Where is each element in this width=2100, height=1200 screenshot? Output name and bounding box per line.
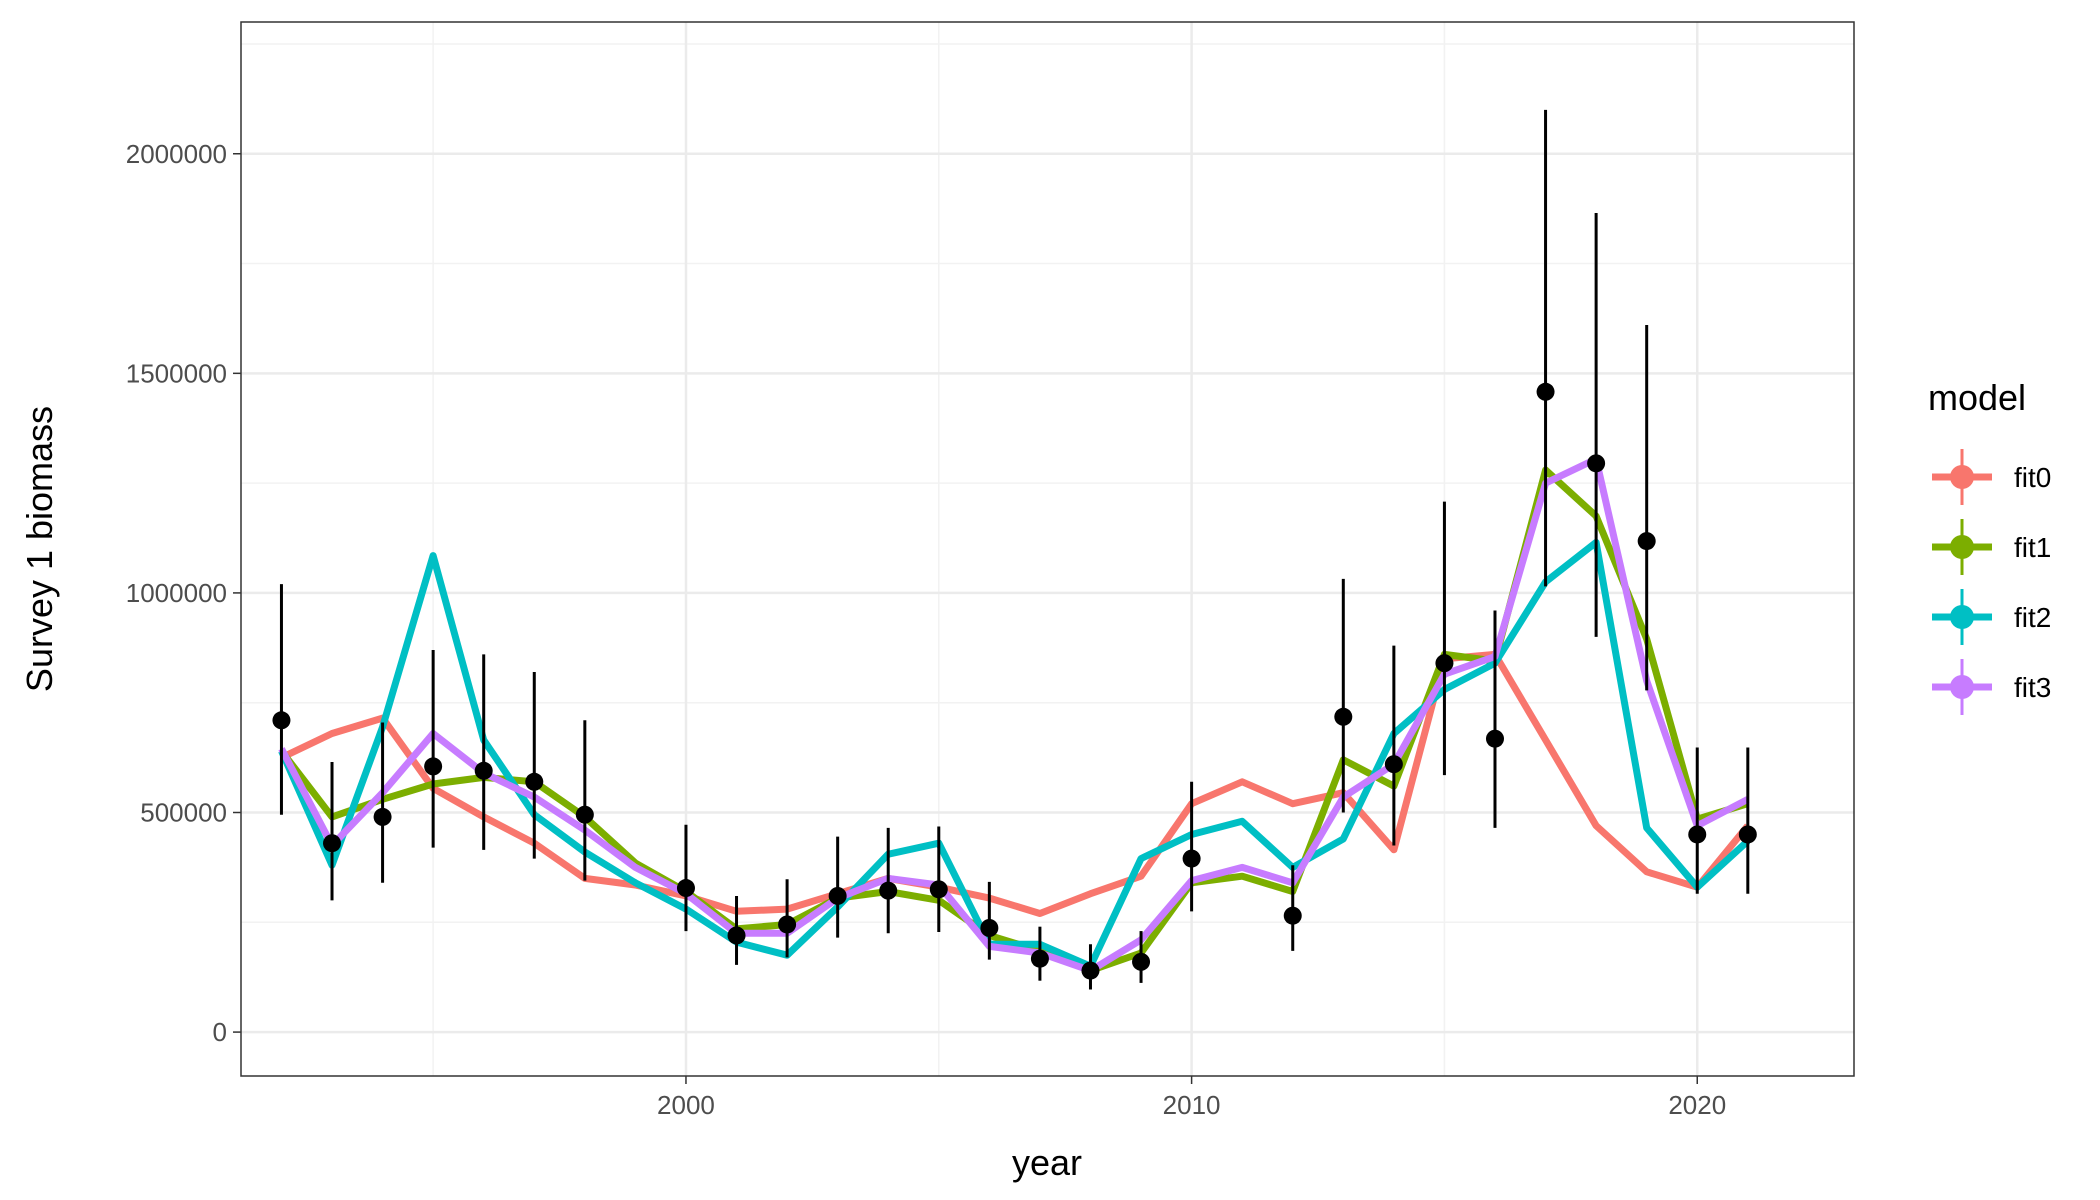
legend-label: fit1 <box>2014 532 2051 563</box>
legend-item-fit1: fit1 <box>1932 519 2051 575</box>
observed-point <box>525 772 544 791</box>
y-tick-label: 1500000 <box>126 358 227 388</box>
axis-layer: 2000 2010 2020 0 500000 1000000 1500000 2000000 <box>126 139 1726 1120</box>
observed-point <box>1132 952 1151 971</box>
observed-point <box>828 886 847 905</box>
observed-point <box>676 879 695 898</box>
observed-point <box>1738 825 1757 844</box>
observed-point <box>1536 382 1555 401</box>
y-tick-label: 500000 <box>140 798 227 828</box>
x-tick-label: 2010 <box>1163 1090 1221 1120</box>
legend-item-fit2: fit2 <box>1932 589 2051 645</box>
series-line-fit3 <box>278 455 1750 975</box>
x-tick-label: 2000 <box>657 1090 715 1120</box>
observed-point <box>929 880 948 899</box>
legend: model fit0 fit1 fit2 fit3 <box>1928 377 2051 715</box>
y-tick-label: 0 <box>213 1017 227 1047</box>
legend-label: fit2 <box>2014 602 2051 633</box>
legend-title: model <box>1928 377 2026 418</box>
observed-point <box>1485 729 1504 748</box>
legend-key-point <box>1950 465 1974 489</box>
observed-point <box>778 915 797 934</box>
series-line-fit0 <box>279 650 1751 917</box>
legend-key-point <box>1950 675 1974 699</box>
observed-point <box>727 926 746 945</box>
observed-point <box>272 711 291 730</box>
x-tick-label: 2020 <box>1668 1090 1726 1120</box>
observed-point <box>1030 949 1049 968</box>
grid-layer <box>241 22 1854 1076</box>
legend-key-point <box>1950 605 1974 629</box>
y-tick-label: 1000000 <box>126 578 227 608</box>
observed-point <box>474 761 493 780</box>
observed-point <box>980 919 999 938</box>
observed-point <box>373 807 392 826</box>
observed-point <box>1637 532 1656 551</box>
observed-point <box>424 757 443 776</box>
panel-border <box>240 21 1855 1077</box>
x-axis-title: year <box>1012 1142 1082 1183</box>
y-tick-label: 2000000 <box>126 139 227 169</box>
observed-point <box>575 805 594 824</box>
plot-area <box>240 21 1855 1077</box>
legend-item-fit3: fit3 <box>1932 659 2051 715</box>
legend-key-point <box>1950 535 1974 559</box>
observed-layer <box>272 109 1757 990</box>
observed-point <box>1182 849 1201 868</box>
observed-point <box>323 834 342 853</box>
legend-items: fit0 fit1 fit2 fit3 <box>1932 449 2051 715</box>
legend-item-fit0: fit0 <box>1932 449 2051 505</box>
observed-point <box>1081 961 1100 980</box>
observed-point <box>879 881 898 900</box>
observed-point <box>1587 454 1606 473</box>
series-line-fit2 <box>278 538 1751 970</box>
observed-point <box>1688 825 1707 844</box>
observed-point <box>1435 654 1454 673</box>
y-axis-title: Survey 1 biomass <box>19 406 60 692</box>
observed-point <box>1384 755 1403 774</box>
legend-label: fit3 <box>2014 672 2051 703</box>
observed-point <box>1283 906 1302 925</box>
observed-point <box>1334 707 1353 726</box>
legend-label: fit0 <box>2014 462 2051 493</box>
